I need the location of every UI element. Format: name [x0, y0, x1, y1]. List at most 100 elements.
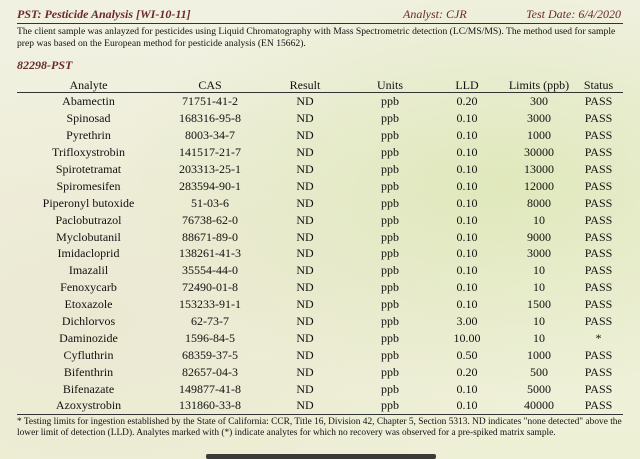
cell-cas: 68359-37-5: [182, 347, 238, 362]
cell-analyte: Spinosad: [66, 111, 111, 126]
cell-status: PASS: [584, 229, 613, 244]
cell-analyte: Cyfluthrin: [63, 347, 114, 362]
cell-result: ND: [296, 145, 314, 160]
cell-lld: 0.10: [456, 162, 478, 176]
cell-lld: 0.10: [456, 178, 478, 193]
cell-lld: 0.20: [456, 364, 478, 379]
table-row: Abamectin 71751-41-2 ND ppb 0.20 300 PASS: [17, 93, 623, 110]
cell-analyte: Paclobutrazol: [55, 212, 122, 227]
header-divider: [17, 23, 623, 24]
cell-lld: 0.10: [456, 128, 478, 143]
cell-lld: 0.10: [456, 263, 478, 278]
cell-units: ppb: [381, 162, 399, 176]
table-row: Cyfluthrin 68359-37-5 ND ppb 0.50 1000 PASS: [17, 346, 623, 363]
results-table: Analyte CAS Result Units LLD Limits (ppb…: [17, 77, 623, 414]
cell-status: *: [595, 330, 602, 345]
cell-units: ppb: [381, 263, 399, 278]
cell-limits: 10: [533, 330, 545, 345]
cell-lld: 0.20: [456, 94, 478, 109]
table-bottom-divider: [17, 414, 623, 415]
analyst-label: Analyst: CJR: [403, 7, 467, 21]
cell-limits: 10: [533, 212, 545, 227]
cell-lld: 0.10: [456, 195, 478, 210]
cell-analyte: Spiromesifen: [56, 178, 121, 193]
cell-limits: 5000: [527, 381, 551, 396]
cell-analyte: Pyrethrin: [66, 128, 111, 143]
table-row: Imidacloprid 138261-41-3 ND ppb 0.10 3000 PASS: [17, 245, 623, 262]
cell-analyte: Abamectin: [62, 94, 115, 109]
cell-status: PASS: [584, 280, 613, 295]
cell-result: ND: [296, 297, 314, 312]
report-header: PST: Pesticide Analysis [WI-10-11] Analy…: [17, 7, 623, 21]
cell-result: ND: [296, 330, 314, 345]
cell-cas: 82657-04-3: [182, 364, 238, 379]
cell-limits: 12000: [524, 178, 554, 193]
cell-lld: 0.10: [456, 246, 478, 261]
cell-status: PASS: [584, 111, 613, 126]
cell-lld: 0.50: [456, 347, 478, 362]
cell-cas: 51-03-6: [191, 195, 229, 210]
cell-analyte: Azoxystrobin: [55, 398, 122, 413]
cell-cas: 203313-25-1: [179, 162, 241, 176]
cell-status: PASS: [584, 195, 613, 210]
cell-cas: 138261-41-3: [179, 246, 241, 261]
cell-lld: 0.10: [456, 280, 478, 295]
cell-cas: 1596-84-5: [185, 330, 235, 345]
cell-units: ppb: [381, 195, 399, 210]
cell-units: ppb: [381, 330, 399, 345]
cell-cas: 283594-90-1: [179, 178, 241, 193]
cell-cas: 131860-33-8: [179, 398, 241, 413]
cell-status: PASS: [584, 246, 613, 261]
cell-result: ND: [296, 280, 314, 295]
cell-analyte: Bifenazate: [62, 381, 115, 396]
horizontal-scrollbar[interactable]: [206, 454, 436, 459]
cell-cas: 141517-21-7: [179, 145, 241, 160]
cell-units: ppb: [381, 364, 399, 379]
cell-result: ND: [296, 162, 314, 176]
cell-result: ND: [296, 398, 314, 413]
cell-result: ND: [296, 263, 314, 278]
cell-units: ppb: [381, 111, 399, 126]
cell-limits: 300: [530, 94, 548, 109]
cell-units: ppb: [381, 229, 399, 244]
cell-cas: 72490-01-8: [182, 280, 238, 295]
cell-status: PASS: [584, 398, 613, 413]
cell-analyte: Piperonyl butoxide: [42, 195, 135, 210]
table-row: Bifenazate 149877-41-8 ND ppb 0.10 5000 PASS: [17, 380, 623, 397]
cell-cas: 35554-44-0: [182, 263, 238, 278]
cell-cas: 149877-41-8: [179, 381, 241, 396]
cell-cas: 168316-95-8: [179, 111, 241, 126]
cell-analyte: Imidacloprid: [57, 246, 120, 261]
cell-lld: 0.10: [456, 111, 478, 126]
cell-units: ppb: [381, 178, 399, 193]
cell-units: ppb: [381, 246, 399, 261]
cell-status: PASS: [584, 263, 613, 278]
table-row: Etoxazole 153233-91-1 ND ppb 0.10 1500 PASS: [17, 296, 623, 313]
cell-result: ND: [296, 347, 314, 362]
cell-limits: 10: [533, 280, 545, 295]
table-row: Paclobutrazol 76738-62-0 ND ppb 0.10 10 PASS: [17, 211, 623, 228]
cell-cas: 71751-41-2: [182, 94, 238, 109]
cell-status: PASS: [584, 381, 613, 396]
cell-cas: 76738-62-0: [182, 212, 238, 227]
table-row: Fenoxycarb 72490-01-8 ND ppb 0.10 10 PASS: [17, 279, 623, 296]
cell-analyte: Trifloxystrobin: [52, 145, 125, 160]
cell-limits: 10: [533, 263, 545, 278]
column-header-units: Units: [350, 77, 430, 93]
cell-result: ND: [296, 314, 314, 329]
cell-result: ND: [296, 381, 314, 396]
column-header-cas: CAS: [160, 77, 260, 93]
cell-analyte: Fenoxycarb: [60, 280, 117, 295]
table-row: Imazalil 35554-44-0 ND ppb 0.10 10 PASS: [17, 262, 623, 279]
cell-analyte: Dichlorvos: [61, 314, 116, 329]
table-row: Spinosad 168316-95-8 ND ppb 0.10 3000 PASS: [17, 110, 623, 127]
column-header-lld: LLD: [430, 77, 504, 93]
cell-limits: 3000: [527, 111, 551, 126]
cell-status: PASS: [584, 162, 613, 176]
table-row: Trifloxystrobin 141517-21-7 ND ppb 0.10 30000…: [17, 144, 623, 161]
method-description: The client sample was anlayzed for pesti…: [17, 26, 616, 49]
cell-status: PASS: [584, 364, 613, 379]
sample-id: 82298-PST: [17, 58, 73, 72]
cell-result: ND: [296, 364, 314, 379]
cell-result: ND: [296, 212, 314, 227]
